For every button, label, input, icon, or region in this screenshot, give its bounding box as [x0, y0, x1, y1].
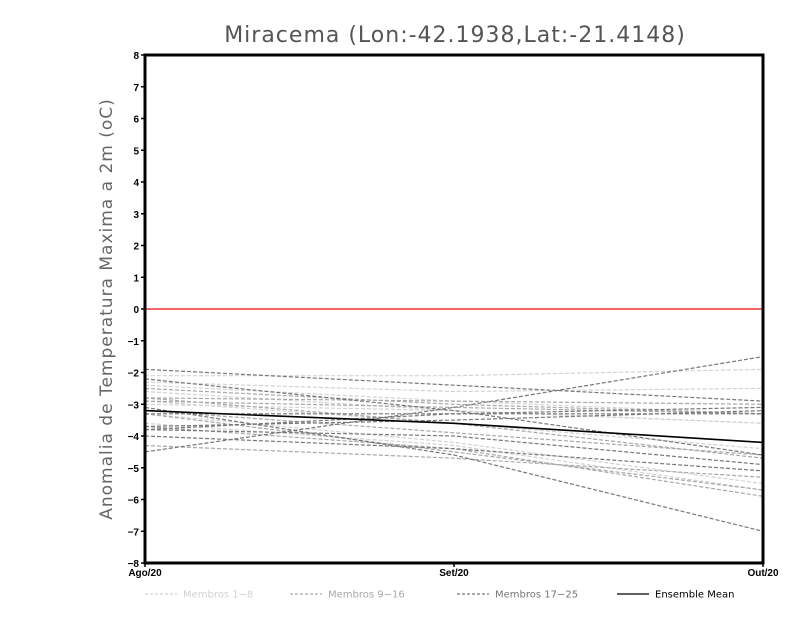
y-tick-label: −4: [128, 432, 140, 443]
y-tick-label: −8: [128, 559, 140, 570]
plot-frame: [143, 53, 765, 565]
member-series-line-18: [144, 378, 764, 456]
member-series-line-25: [144, 429, 764, 466]
y-tick-label: 6: [133, 115, 139, 126]
y-axis-label: Anomalia de Temperatura Maxima a 2m (oC): [97, 98, 117, 520]
member-series-line-23: [144, 435, 764, 472]
y-tick-label: 4: [133, 178, 139, 189]
x-axis-ticks: Ago/20 Set/20 Out/20: [128, 563, 779, 579]
legend-label: Membros 1−8: [183, 590, 253, 601]
member-series-line-17: [144, 368, 764, 402]
y-tick-label: 3: [133, 210, 139, 221]
y-tick-label: −6: [128, 496, 140, 507]
x-tick-label: Set/20: [439, 568, 469, 579]
member-series-line-13: [144, 413, 764, 491]
y-tick-label: 0: [133, 305, 139, 316]
y-tick-label: 1: [133, 273, 139, 284]
member-series-line-5: [144, 422, 764, 491]
y-tick-label: −3: [128, 400, 140, 411]
legend: Membros 1−8 Membros 9−16 Membros 17−25 Ense…: [145, 590, 734, 601]
member-series-line-21: [144, 410, 764, 428]
y-tick-label: 7: [133, 83, 139, 94]
member-series-line-9: [144, 387, 764, 415]
legend-label: Ensemble Mean: [655, 590, 734, 601]
member-series-line-19: [144, 356, 764, 453]
member-series-line-14: [144, 397, 764, 405]
member-series-line-10: [144, 410, 764, 456]
y-tick-label: −2: [128, 369, 140, 380]
y-tick-label: −5: [128, 464, 140, 475]
legend-label: Membros 9−16: [328, 590, 405, 601]
member-series-line-7: [145, 368, 764, 377]
series-lines: [144, 356, 764, 532]
chart-title: Miracema (Lon:-42.1938,Lat:-21.4148): [224, 23, 686, 48]
x-tick-label: Out/20: [747, 568, 779, 579]
member-series-line-22: [144, 406, 764, 532]
y-axis-ticks: −8 −7 −6 −5 −4 −3 −2 −1 0 1 2 3 4 5 6 7 8: [128, 51, 145, 570]
ensemble-mean-line: [144, 409, 764, 444]
member-series-line-12: [144, 444, 764, 478]
legend-label: Membros 17−25: [495, 590, 578, 601]
member-series-line-1: [144, 381, 764, 393]
y-tick-label: 8: [133, 51, 139, 62]
y-tick-label: 5: [133, 146, 139, 157]
x-tick-label: Ago/20: [128, 568, 162, 579]
y-tick-label: 2: [133, 242, 139, 253]
y-tick-label: −1: [128, 337, 140, 348]
member-series-line-11: [144, 397, 764, 459]
y-tick-label: −7: [128, 527, 140, 538]
